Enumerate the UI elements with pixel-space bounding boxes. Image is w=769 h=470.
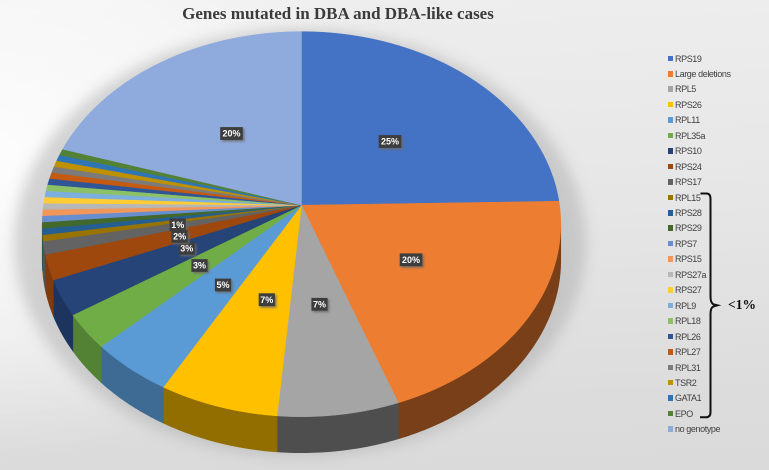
svg-text:1%: 1% (171, 220, 184, 230)
svg-text:25%: 25% (381, 137, 399, 147)
svg-text:20%: 20% (222, 129, 240, 139)
svg-text:5%: 5% (216, 280, 229, 290)
svg-text:3%: 3% (193, 261, 206, 271)
svg-text:7%: 7% (260, 295, 273, 305)
svg-text:20%: 20% (402, 255, 420, 265)
svg-text:2%: 2% (173, 232, 186, 242)
svg-text:7%: 7% (313, 300, 326, 310)
svg-text:3%: 3% (180, 244, 193, 254)
